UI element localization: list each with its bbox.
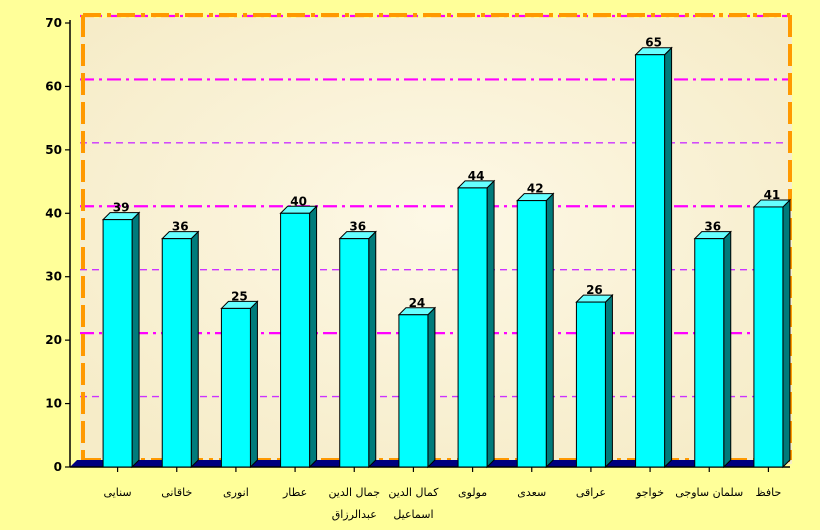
bar-1: [161, 230, 200, 469]
labels: 0 10 20 30 40 50 60 70 39 سنایی 36 خاقانی 25 انوری 40 ع…: [45, 16, 781, 521]
category-label-line: کمال الدین: [388, 486, 439, 499]
bar-front: [457, 187, 488, 468]
bar-0: [101, 211, 141, 469]
bar-2: [220, 300, 259, 469]
bar-front: [575, 301, 606, 468]
category-label-line: خواجو: [635, 486, 664, 499]
data-label: 24: [409, 296, 426, 310]
bar-front: [102, 219, 133, 468]
category-label: عطار: [282, 486, 307, 499]
data-label: 25: [231, 289, 248, 303]
data-label: 41: [764, 188, 781, 202]
category-label-line: سنایی: [104, 486, 132, 499]
data-label: 36: [172, 220, 189, 234]
bar-front: [220, 307, 251, 468]
data-label: 42: [527, 182, 544, 196]
bar-side: [427, 306, 436, 469]
bar-front: [280, 212, 311, 468]
category-label: انوری: [223, 486, 249, 499]
category-label-line: انوری: [223, 486, 249, 499]
bar-side: [368, 230, 377, 469]
bar-6: [456, 179, 496, 469]
y-tick-label: 20: [45, 333, 62, 347]
y-tick-label: 40: [45, 206, 62, 220]
data-label: 39: [113, 201, 130, 215]
bar-7: [516, 192, 555, 469]
category-label: خواجو: [635, 486, 664, 499]
bar-side: [249, 300, 258, 469]
bar-11: [752, 198, 792, 469]
category-label-line: عطار: [282, 486, 307, 499]
y-tick-label: 50: [45, 143, 62, 157]
bar-side: [723, 230, 732, 469]
category-label: مولوی: [458, 486, 487, 499]
data-label: 40: [290, 194, 307, 208]
category-label-line: جمال الدین: [328, 486, 380, 499]
bar-front: [161, 238, 192, 468]
bar-10: [693, 230, 732, 469]
bar-front: [635, 54, 666, 468]
category-label: حافظ: [755, 486, 781, 499]
bar-5: [397, 306, 437, 469]
bar-3: [279, 205, 318, 469]
data-label: 26: [586, 283, 603, 297]
y-tick-label: 0: [54, 460, 62, 474]
category-label-line: اسماعیل: [393, 508, 433, 521]
category-label: سنایی: [104, 486, 132, 499]
category-label: عراقی: [576, 486, 606, 499]
category-label-line: مولوی: [458, 486, 487, 499]
bar-side: [545, 192, 554, 469]
bar-side: [604, 293, 613, 469]
bar-front: [753, 206, 784, 468]
y-tick-label: 60: [45, 79, 62, 93]
category-label-line: سعدی: [517, 486, 546, 499]
bar-front: [694, 238, 725, 468]
bar-9: [634, 46, 673, 469]
category-label-line: سلمان ساوجی: [675, 486, 743, 499]
bar-front: [339, 238, 370, 468]
bars: [101, 46, 792, 469]
category-label-line: حافظ: [755, 486, 781, 499]
category-label: سعدی: [517, 486, 546, 499]
category-label-line: عراقی: [576, 486, 606, 499]
bar-side: [664, 46, 673, 469]
bar-side: [309, 205, 318, 469]
bar-side: [486, 179, 495, 469]
y-tick-label: 30: [45, 270, 62, 284]
category-label: سلمان ساوجی: [675, 486, 743, 499]
bar-8: [575, 293, 614, 469]
data-label: 36: [349, 220, 366, 234]
data-label: 36: [704, 220, 721, 234]
data-label: 44: [468, 169, 485, 183]
y-tick-label: 70: [45, 16, 62, 30]
category-label: کمال الدین اسماعیل: [388, 486, 439, 521]
bar-4: [338, 230, 377, 469]
y-tick-label: 10: [45, 397, 62, 411]
bar-side: [131, 211, 140, 469]
data-label: 65: [645, 36, 662, 50]
bar-side: [782, 198, 791, 469]
category-label-line: خاقانی: [161, 486, 192, 499]
bar-front: [516, 200, 547, 468]
bar-front: [398, 314, 429, 468]
bar-side: [190, 230, 199, 469]
category-label: خاقانی: [161, 486, 192, 499]
category-label: جمال الدین عبدالرزاق: [328, 486, 380, 521]
category-label-line: عبدالرزاق: [332, 508, 377, 521]
